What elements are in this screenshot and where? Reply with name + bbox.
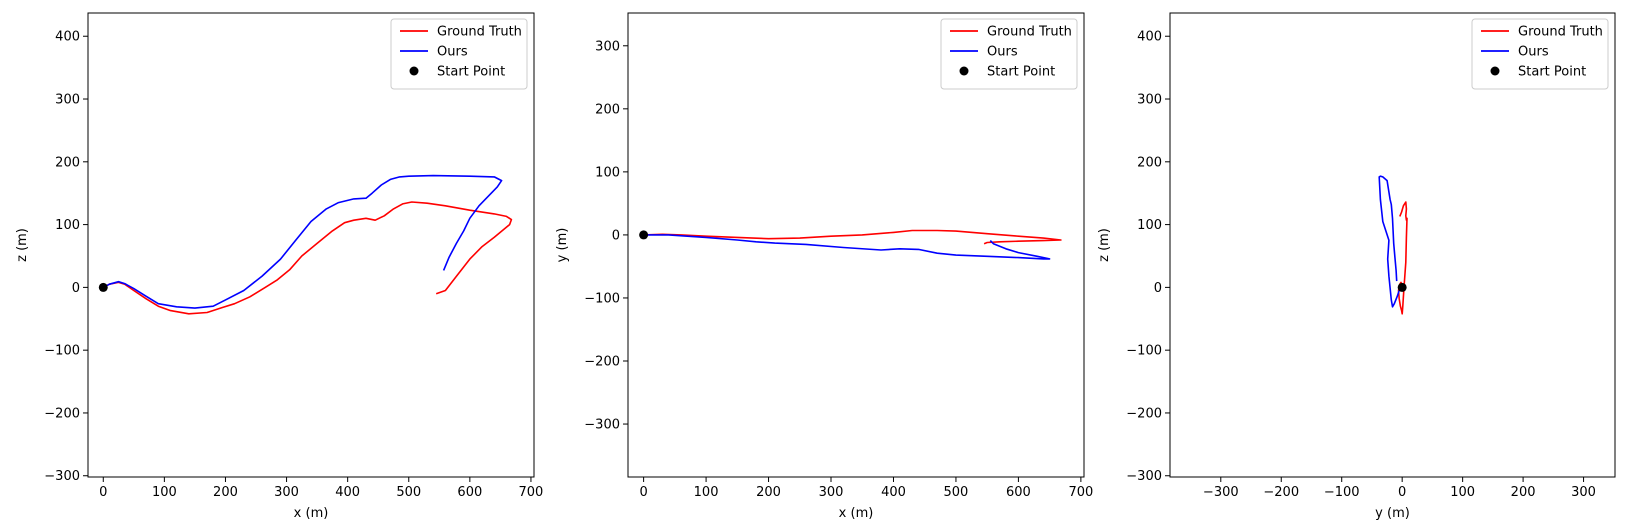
plot-area bbox=[639, 229, 1062, 260]
x-tick-label: 100 bbox=[152, 485, 177, 500]
legend-label: Start Point bbox=[437, 65, 505, 80]
series-line-ground-truth bbox=[102, 201, 513, 315]
x-tick-label: −300 bbox=[1203, 485, 1239, 500]
legend-label: Start Point bbox=[1518, 65, 1586, 80]
y-tick-label: 400 bbox=[55, 30, 80, 45]
y-axis-label: y (m) bbox=[555, 228, 570, 263]
x-tick-label: 0 bbox=[99, 485, 107, 500]
legend-box bbox=[1471, 18, 1609, 90]
axes-frame bbox=[87, 12, 535, 478]
y-tick-label: 300 bbox=[595, 39, 620, 54]
legend-swatch-marker bbox=[959, 66, 969, 76]
x-tick-label: 200 bbox=[213, 485, 238, 500]
plot-area bbox=[98, 174, 513, 315]
y-tick-label: 0 bbox=[1154, 281, 1162, 296]
x-tick-label: 100 bbox=[694, 485, 719, 500]
y-tick-label: −100 bbox=[1126, 344, 1162, 359]
x-tick-label: 300 bbox=[1571, 485, 1596, 500]
y-tick-label: 200 bbox=[55, 155, 80, 170]
y-tick-label: 200 bbox=[1137, 155, 1162, 170]
y-tick-label: 100 bbox=[1137, 218, 1162, 233]
y-tick-label: 0 bbox=[72, 281, 80, 296]
x-tick-label: 200 bbox=[756, 485, 781, 500]
legend-label: Ground Truth bbox=[1518, 25, 1603, 40]
legend: Ground Truth Ours Start Point bbox=[1471, 18, 1609, 90]
series-line-ours bbox=[102, 174, 503, 309]
y-tick-label: 100 bbox=[595, 165, 620, 180]
start-point-marker bbox=[639, 230, 649, 240]
x-tick-label: 500 bbox=[944, 485, 969, 500]
x-tick-label: 400 bbox=[335, 485, 360, 500]
x-tick-label: 300 bbox=[274, 485, 299, 500]
y-tick-label: −300 bbox=[44, 469, 80, 484]
legend: Ground Truth Ours Start Point bbox=[390, 18, 528, 90]
y-axis-label: z (m) bbox=[1097, 228, 1112, 262]
subplot-1: 0 100 200 300 400 500 600 700 −300 −200 −100 0 100 20… bbox=[15, 12, 544, 521]
legend-label: Start Point bbox=[987, 65, 1055, 80]
axes-frame bbox=[1169, 12, 1616, 478]
x-tick-label: 600 bbox=[1006, 485, 1031, 500]
x-tick-label: 600 bbox=[457, 485, 482, 500]
y-tick-label: −200 bbox=[1126, 406, 1162, 421]
legend: Ground Truth Ours Start Point bbox=[940, 18, 1078, 90]
x-tick-label: 700 bbox=[519, 485, 544, 500]
series-line-ours bbox=[643, 234, 1051, 260]
x-tick-label: −100 bbox=[1324, 485, 1360, 500]
legend-swatch-marker bbox=[1490, 66, 1500, 76]
subplot-3: −300 −200 −100 0 100 200 300 −300 −200 −100 0 100 20… bbox=[1097, 12, 1616, 521]
x-tick-label: 100 bbox=[1450, 485, 1475, 500]
start-point-marker bbox=[98, 282, 108, 292]
x-tick-label: 500 bbox=[396, 485, 421, 500]
x-tick-label: 0 bbox=[639, 485, 647, 500]
x-tick-label: −200 bbox=[1263, 485, 1299, 500]
y-tick-label: −100 bbox=[44, 344, 80, 359]
y-tick-label: 0 bbox=[612, 228, 620, 243]
x-tick-label: 700 bbox=[1068, 485, 1093, 500]
x-axis-label: x (m) bbox=[839, 506, 874, 521]
legend-label: Ours bbox=[987, 45, 1018, 60]
x-tick-label: 400 bbox=[881, 485, 906, 500]
start-point-marker bbox=[1397, 282, 1407, 292]
y-tick-label: 200 bbox=[595, 102, 620, 117]
axes-frame bbox=[627, 12, 1085, 478]
y-tick-label: −100 bbox=[584, 291, 620, 306]
y-tick-label: −300 bbox=[584, 418, 620, 433]
x-axis-label: y (m) bbox=[1375, 506, 1410, 521]
y-tick-label: 100 bbox=[55, 218, 80, 233]
legend-label: Ours bbox=[437, 45, 468, 60]
y-tick-label: 300 bbox=[1137, 93, 1162, 108]
x-tick-label: 300 bbox=[819, 485, 844, 500]
y-tick-label: −200 bbox=[44, 406, 80, 421]
subplot-2: 0 100 200 300 400 500 600 700 −300 −200 −100 0 100 20… bbox=[555, 12, 1093, 521]
y-tick-label: 400 bbox=[1137, 30, 1162, 45]
legend-label: Ground Truth bbox=[987, 25, 1072, 40]
legend-label: Ground Truth bbox=[437, 25, 522, 40]
series-line-ours bbox=[1378, 175, 1403, 308]
series-line-ground-truth bbox=[643, 229, 1062, 245]
plot-area bbox=[1378, 175, 1408, 315]
series-line-ground-truth bbox=[1397, 201, 1408, 315]
legend-swatch-marker bbox=[409, 66, 419, 76]
legend-box bbox=[390, 18, 528, 90]
y-axis-label: z (m) bbox=[15, 228, 30, 262]
y-tick-label: −300 bbox=[1126, 469, 1162, 484]
y-tick-label: −200 bbox=[584, 355, 620, 370]
x-tick-label: 0 bbox=[1398, 485, 1406, 500]
x-axis-label: x (m) bbox=[294, 506, 329, 521]
x-tick-label: 200 bbox=[1511, 485, 1536, 500]
y-tick-label: 300 bbox=[55, 93, 80, 108]
legend-label: Ours bbox=[1518, 45, 1549, 60]
legend-box bbox=[940, 18, 1078, 90]
